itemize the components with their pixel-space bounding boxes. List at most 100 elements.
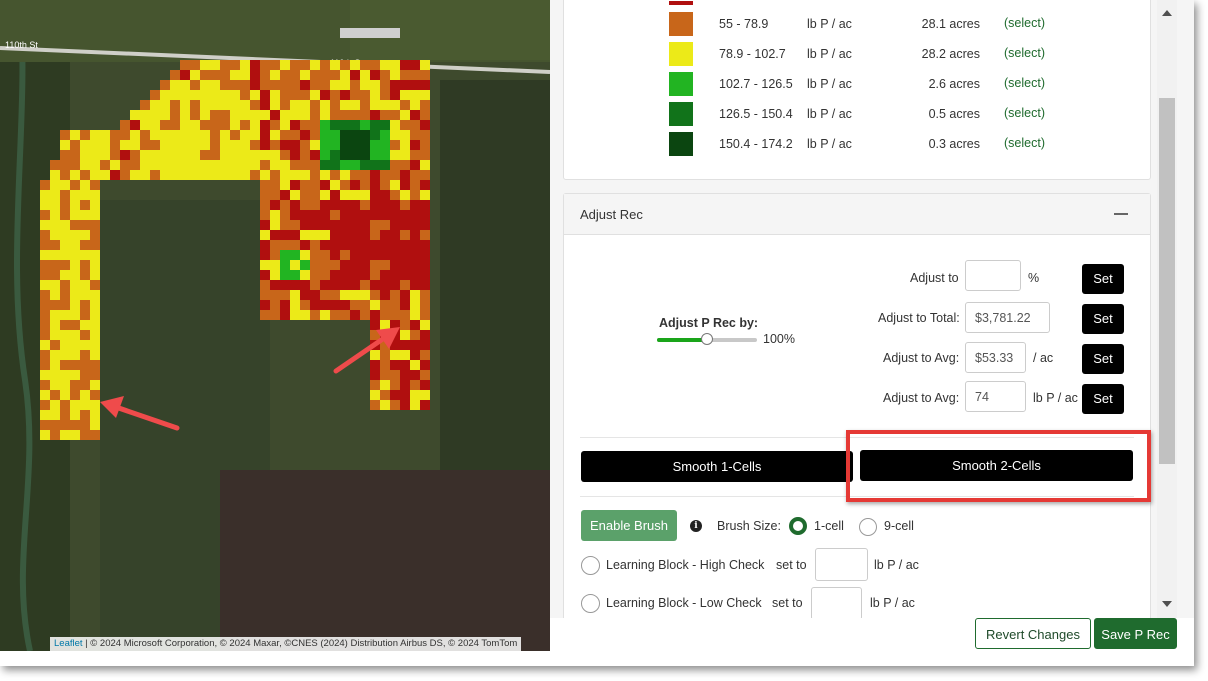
grid-cell[interactable] bbox=[290, 250, 300, 260]
grid-cell[interactable] bbox=[60, 340, 70, 350]
grid-cell[interactable] bbox=[270, 250, 280, 260]
grid-cell[interactable] bbox=[350, 120, 360, 130]
grid-cell[interactable] bbox=[390, 240, 400, 250]
grid-cell[interactable] bbox=[120, 150, 130, 160]
grid-cell[interactable] bbox=[230, 170, 240, 180]
grid-cell[interactable] bbox=[60, 160, 70, 170]
grid-cell[interactable] bbox=[90, 300, 100, 310]
grid-cell[interactable] bbox=[180, 150, 190, 160]
grid-cell[interactable] bbox=[420, 140, 430, 150]
grid-cell[interactable] bbox=[40, 320, 50, 330]
grid-cell[interactable] bbox=[80, 250, 90, 260]
grid-cell[interactable] bbox=[380, 400, 390, 410]
grid-cell[interactable] bbox=[160, 160, 170, 170]
grid-cell[interactable] bbox=[50, 430, 60, 440]
grid-cell[interactable] bbox=[320, 200, 330, 210]
grid-cell[interactable] bbox=[300, 180, 310, 190]
grid-cell[interactable] bbox=[360, 120, 370, 130]
grid-cell[interactable] bbox=[330, 140, 340, 150]
grid-cell[interactable] bbox=[360, 260, 370, 270]
grid-cell[interactable] bbox=[280, 70, 290, 80]
grid-cell[interactable] bbox=[150, 120, 160, 130]
high-check-radio[interactable] bbox=[581, 556, 600, 575]
grid-cell[interactable] bbox=[350, 70, 360, 80]
grid-cell[interactable] bbox=[360, 210, 370, 220]
grid-cell[interactable] bbox=[50, 260, 60, 270]
grid-cell[interactable] bbox=[310, 250, 320, 260]
grid-cell[interactable] bbox=[230, 150, 240, 160]
grid-cell[interactable] bbox=[410, 370, 420, 380]
grid-cell[interactable] bbox=[70, 180, 80, 190]
grid-cell[interactable] bbox=[70, 250, 80, 260]
grid-cell[interactable] bbox=[410, 400, 420, 410]
grid-cell[interactable] bbox=[390, 350, 400, 360]
grid-cell[interactable] bbox=[340, 180, 350, 190]
grid-cell[interactable] bbox=[320, 150, 330, 160]
grid-cell[interactable] bbox=[380, 140, 390, 150]
grid-cell[interactable] bbox=[180, 70, 190, 80]
grid-cell[interactable] bbox=[170, 140, 180, 150]
grid-cell[interactable] bbox=[300, 190, 310, 200]
grid-cell[interactable] bbox=[330, 80, 340, 90]
grid-cell[interactable] bbox=[250, 80, 260, 90]
grid-cell[interactable] bbox=[350, 150, 360, 160]
grid-cell[interactable] bbox=[390, 280, 400, 290]
grid-cell[interactable] bbox=[50, 180, 60, 190]
grid-cell[interactable] bbox=[70, 300, 80, 310]
grid-cell[interactable] bbox=[370, 380, 380, 390]
grid-cell[interactable] bbox=[140, 160, 150, 170]
legend-select-link[interactable]: (select) bbox=[1004, 16, 1045, 30]
grid-cell[interactable] bbox=[350, 160, 360, 170]
grid-cell[interactable] bbox=[60, 260, 70, 270]
grid-cell[interactable] bbox=[170, 100, 180, 110]
grid-cell[interactable] bbox=[270, 190, 280, 200]
grid-cell[interactable] bbox=[50, 200, 60, 210]
grid-cell[interactable] bbox=[270, 210, 280, 220]
grid-cell[interactable] bbox=[390, 230, 400, 240]
grid-cell[interactable] bbox=[50, 270, 60, 280]
grid-cell[interactable] bbox=[370, 170, 380, 180]
grid-cell[interactable] bbox=[360, 150, 370, 160]
grid-cell[interactable] bbox=[280, 160, 290, 170]
grid-cell[interactable] bbox=[360, 270, 370, 280]
grid-cell[interactable] bbox=[390, 380, 400, 390]
grid-cell[interactable] bbox=[290, 100, 300, 110]
grid-cell[interactable] bbox=[170, 80, 180, 90]
grid-cell[interactable] bbox=[240, 110, 250, 120]
grid-cell[interactable] bbox=[350, 180, 360, 190]
grid-cell[interactable] bbox=[280, 240, 290, 250]
grid-cell[interactable] bbox=[200, 130, 210, 140]
grid-cell[interactable] bbox=[280, 150, 290, 160]
grid-cell[interactable] bbox=[60, 360, 70, 370]
grid-cell[interactable] bbox=[300, 80, 310, 90]
grid-cell[interactable] bbox=[290, 290, 300, 300]
grid-cell[interactable] bbox=[300, 150, 310, 160]
grid-cell[interactable] bbox=[400, 200, 410, 210]
grid-cell[interactable] bbox=[280, 230, 290, 240]
grid-cell[interactable] bbox=[370, 180, 380, 190]
grid-cell[interactable] bbox=[390, 320, 400, 330]
grid-cell[interactable] bbox=[60, 210, 70, 220]
set-percent-button[interactable]: Set bbox=[1082, 264, 1124, 294]
grid-cell[interactable] bbox=[400, 170, 410, 180]
grid-cell[interactable] bbox=[150, 130, 160, 140]
grid-cell[interactable] bbox=[310, 240, 320, 250]
grid-cell[interactable] bbox=[370, 270, 380, 280]
grid-cell[interactable] bbox=[170, 150, 180, 160]
grid-cell[interactable] bbox=[330, 150, 340, 160]
grid-cell[interactable] bbox=[310, 150, 320, 160]
grid-cell[interactable] bbox=[390, 360, 400, 370]
revert-changes-button[interactable]: Revert Changes bbox=[975, 618, 1091, 649]
grid-cell[interactable] bbox=[320, 190, 330, 200]
grid-cell[interactable] bbox=[60, 390, 70, 400]
grid-cell[interactable] bbox=[300, 110, 310, 120]
grid-cell[interactable] bbox=[60, 400, 70, 410]
grid-cell[interactable] bbox=[340, 210, 350, 220]
grid-cell[interactable] bbox=[310, 270, 320, 280]
grid-cell[interactable] bbox=[330, 70, 340, 80]
grid-cell[interactable] bbox=[370, 220, 380, 230]
grid-cell[interactable] bbox=[290, 60, 300, 70]
grid-cell[interactable] bbox=[260, 100, 270, 110]
grid-cell[interactable] bbox=[360, 280, 370, 290]
grid-cell[interactable] bbox=[360, 220, 370, 230]
